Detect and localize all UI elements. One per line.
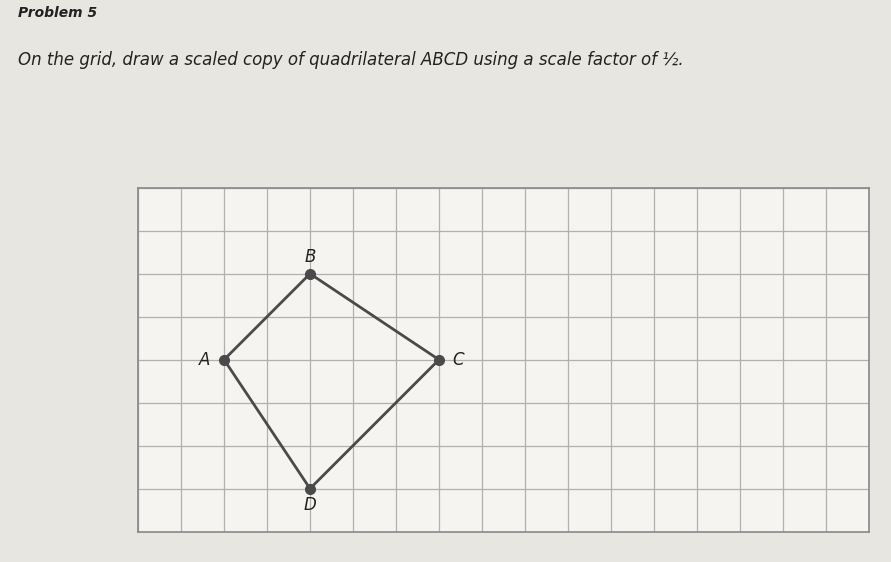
Text: B: B bbox=[305, 248, 315, 266]
Text: A: A bbox=[199, 351, 210, 369]
Text: Problem 5: Problem 5 bbox=[18, 6, 97, 20]
Text: C: C bbox=[453, 351, 464, 369]
Text: On the grid, draw a scaled copy of quadrilateral ABCD using a scale factor of ½.: On the grid, draw a scaled copy of quadr… bbox=[18, 51, 683, 69]
Text: D: D bbox=[304, 496, 316, 514]
